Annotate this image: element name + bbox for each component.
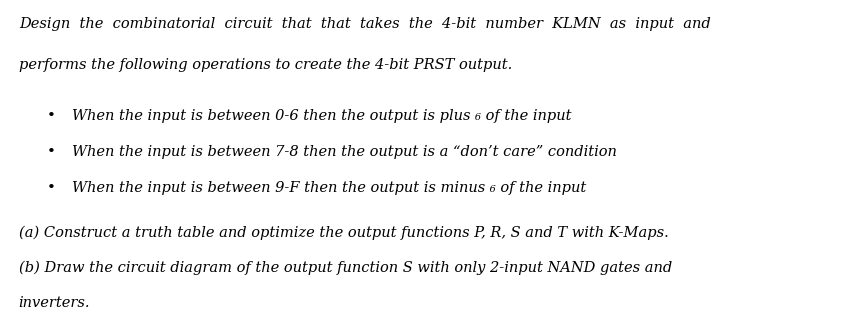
Text: When the input is between 7-8 then the output is a “don’t care” condition: When the input is between 7-8 then the o… — [72, 145, 618, 159]
Text: (b) Draw the circuit diagram of the output function S with only 2-input NAND gat: (b) Draw the circuit diagram of the outp… — [19, 261, 672, 275]
Text: Design  the  combinatorial  circuit  that  that  takes  the  4-bit  number  KLMN: Design the combinatorial circuit that th… — [19, 17, 711, 31]
Text: performs the following operations to create the 4-bit PRST output.: performs the following operations to cre… — [19, 58, 512, 72]
Text: •: • — [47, 145, 55, 159]
Text: •: • — [47, 181, 55, 195]
Text: When the input is between 0-6 then the output is plus ₆ of the input: When the input is between 0-6 then the o… — [72, 109, 572, 123]
Text: When the input is between 9-F then the output is minus ₆ of the input: When the input is between 9-F then the o… — [72, 181, 587, 195]
Text: •: • — [47, 109, 55, 123]
Text: inverters.: inverters. — [19, 296, 90, 310]
Text: (a) Construct a truth table and optimize the output functions P, R, S and T with: (a) Construct a truth table and optimize… — [19, 225, 669, 240]
